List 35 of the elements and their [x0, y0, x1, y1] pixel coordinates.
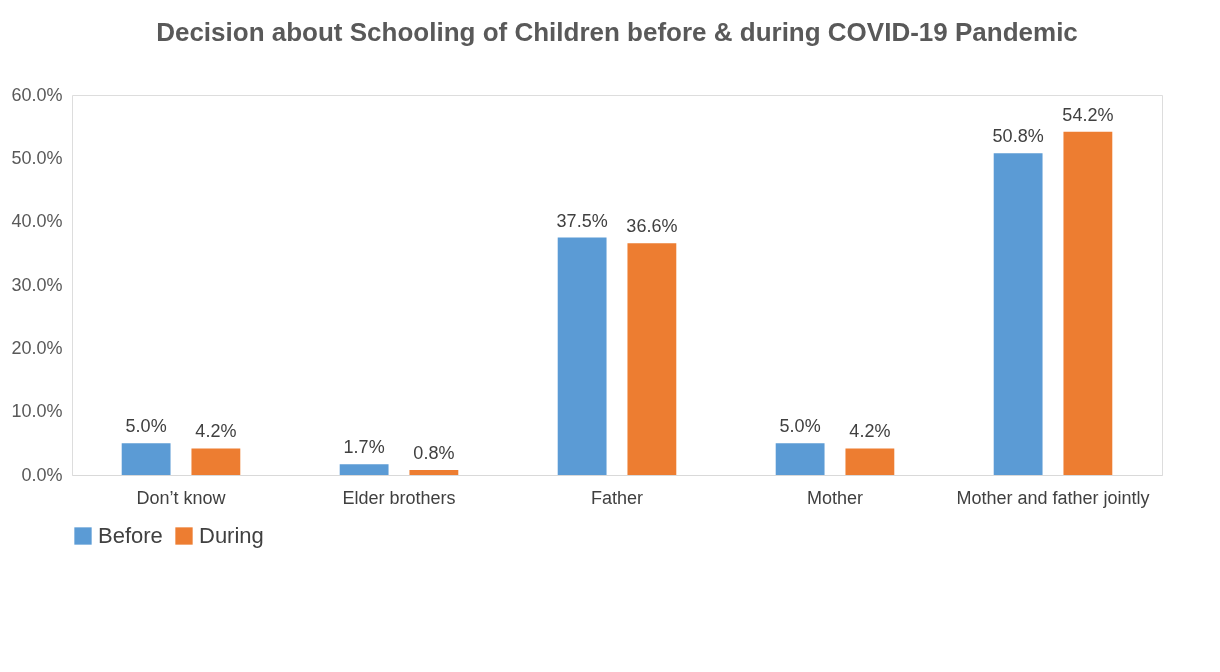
bar — [775, 443, 825, 475]
data-label: 5.0% — [125, 416, 167, 437]
y-tick-label: 30.0% — [11, 274, 63, 295]
data-label: 4.2% — [849, 421, 891, 442]
bar — [121, 443, 171, 475]
x-tick-label: Mother and father jointly — [956, 487, 1150, 508]
data-label: 54.2% — [1062, 104, 1114, 125]
y-tick-label: 50.0% — [11, 147, 63, 168]
data-label: 5.0% — [779, 416, 821, 437]
bar — [339, 464, 389, 475]
bar — [845, 448, 895, 475]
x-tick-label: Don’t know — [136, 487, 227, 508]
legend-label: Before — [98, 523, 163, 548]
data-label: 4.2% — [195, 421, 237, 442]
data-label: 1.7% — [343, 437, 385, 458]
y-tick-label: 10.0% — [11, 401, 63, 422]
data-label: 36.6% — [626, 216, 678, 237]
y-tick-label: 20.0% — [11, 337, 63, 358]
data-label: 37.5% — [556, 210, 608, 231]
x-tick-label: Mother — [806, 487, 864, 508]
bar — [557, 237, 607, 475]
data-label: 50.8% — [992, 126, 1044, 147]
y-tick-label: 0.0% — [21, 464, 63, 485]
y-tick-label: 40.0% — [11, 211, 63, 232]
y-tick-label: 60.0% — [11, 84, 63, 105]
x-tick-label: Elder brothers — [342, 487, 456, 508]
bar — [191, 448, 241, 475]
bar — [627, 243, 677, 475]
data-label: 0.8% — [413, 442, 455, 463]
bar — [993, 153, 1043, 475]
x-tick-label: Father — [590, 487, 644, 508]
bar — [1063, 131, 1113, 475]
chart-title: Decision about Schooling of Children before & during COVID-19 Pandemic — [156, 17, 1078, 47]
bar — [409, 469, 459, 475]
legend-label: During — [199, 523, 264, 548]
